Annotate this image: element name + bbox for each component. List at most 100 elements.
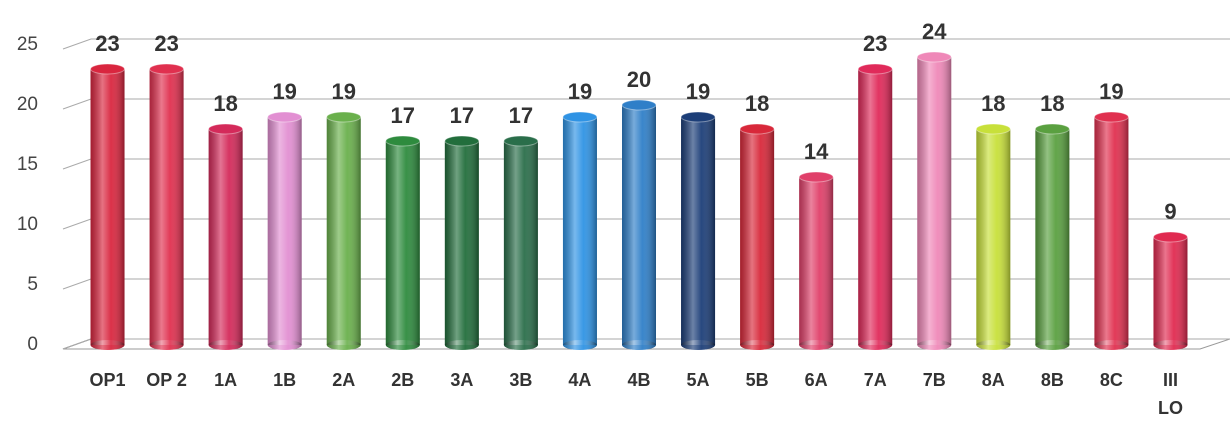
x-tick-label: 8C bbox=[1099, 370, 1123, 390]
x-tick-label: 1B bbox=[273, 370, 297, 390]
x-tick-label: III LO bbox=[1157, 370, 1183, 418]
x-tick-label: 7A bbox=[863, 370, 887, 390]
bar bbox=[90, 63, 126, 350]
data-label: 24 bbox=[922, 19, 947, 44]
bar-part bbox=[622, 105, 656, 345]
data-label: 20 bbox=[627, 67, 651, 92]
bar bbox=[267, 111, 303, 350]
data-label: 23 bbox=[863, 31, 887, 56]
x-tick-label: 8A bbox=[981, 370, 1005, 390]
x-tick-label: OP1 bbox=[89, 370, 126, 390]
bar-part bbox=[149, 63, 185, 75]
bar-part bbox=[621, 99, 657, 111]
bar bbox=[857, 63, 893, 350]
bar-part bbox=[385, 135, 421, 147]
bar-part bbox=[798, 171, 834, 183]
data-label: 19 bbox=[686, 79, 710, 104]
x-tick-label: 4A bbox=[568, 370, 592, 390]
bar-part bbox=[1153, 237, 1188, 345]
bar-part bbox=[503, 141, 538, 345]
bar-part bbox=[1093, 111, 1129, 123]
bar-part bbox=[739, 123, 775, 135]
data-label: 17 bbox=[509, 103, 533, 128]
bar bbox=[1093, 111, 1129, 350]
bar-part bbox=[444, 135, 480, 147]
bar-part bbox=[976, 129, 1011, 345]
bar-part bbox=[267, 111, 303, 123]
bar-part bbox=[90, 63, 126, 75]
bar-part bbox=[917, 57, 952, 345]
data-label: 23 bbox=[154, 31, 178, 56]
bar bbox=[680, 111, 716, 350]
data-label: 18 bbox=[213, 91, 237, 116]
data-label: 18 bbox=[1040, 91, 1064, 116]
bar-part bbox=[740, 129, 775, 345]
bar-part bbox=[503, 135, 539, 147]
x-tick-label: 3A bbox=[450, 370, 474, 390]
bar-part bbox=[681, 117, 716, 345]
data-label: 14 bbox=[804, 139, 829, 164]
bar-part bbox=[1094, 117, 1129, 345]
bar bbox=[739, 123, 775, 350]
x-tick-label: 5B bbox=[745, 370, 769, 390]
y-tick-label: 10 bbox=[17, 214, 38, 235]
x-tick-label: 2B bbox=[391, 370, 415, 390]
y-tick-label: 5 bbox=[27, 274, 38, 295]
bar-part bbox=[208, 123, 244, 135]
bar-part bbox=[90, 69, 125, 345]
x-tick-label: 5A bbox=[686, 370, 710, 390]
bar-part bbox=[1152, 231, 1188, 243]
bar bbox=[916, 51, 952, 350]
bar-part bbox=[858, 69, 893, 345]
x-tick-label: 4B bbox=[627, 370, 651, 390]
bar-part bbox=[149, 69, 184, 345]
y-tick-label: 0 bbox=[27, 334, 38, 355]
x-tick-label: 3B bbox=[509, 370, 533, 390]
data-label: 9 bbox=[1164, 199, 1176, 224]
bar bbox=[149, 63, 185, 350]
bar bbox=[1034, 123, 1070, 350]
data-label: 19 bbox=[331, 79, 355, 104]
bar-part bbox=[799, 177, 834, 345]
bar-part bbox=[562, 117, 597, 345]
data-label: 19 bbox=[568, 79, 592, 104]
y-tick-label: 15 bbox=[17, 154, 38, 175]
bar bbox=[503, 135, 539, 350]
bar bbox=[621, 99, 657, 350]
bar bbox=[208, 123, 244, 350]
grid-line bbox=[62, 38, 1230, 50]
x-tick-label: 8B bbox=[1040, 370, 1064, 390]
data-label: 18 bbox=[981, 91, 1005, 116]
x-tick-label: 6A bbox=[804, 370, 828, 390]
x-tick-label: 7B bbox=[922, 370, 946, 390]
bar-part bbox=[975, 123, 1011, 135]
bar-part bbox=[1034, 123, 1070, 135]
data-label: 19 bbox=[272, 79, 296, 104]
bar bbox=[326, 111, 362, 350]
bar-part bbox=[1035, 129, 1070, 345]
bar-part bbox=[326, 111, 362, 123]
bar bbox=[562, 111, 598, 350]
data-label: 19 bbox=[1099, 79, 1123, 104]
bar-part bbox=[267, 117, 302, 345]
bar-part bbox=[444, 141, 479, 345]
data-label: 17 bbox=[391, 103, 415, 128]
x-tick-label: 2A bbox=[332, 370, 356, 390]
bar-part bbox=[857, 63, 893, 75]
bar-part bbox=[916, 51, 952, 63]
bar bbox=[385, 135, 421, 350]
bar bbox=[1152, 231, 1188, 350]
bar bbox=[975, 123, 1011, 350]
y-tick-label: 20 bbox=[17, 94, 38, 115]
data-label: 18 bbox=[745, 91, 769, 116]
bar bbox=[798, 171, 834, 350]
y-tick-label: 25 bbox=[17, 34, 38, 55]
data-label: 23 bbox=[95, 31, 119, 56]
bar-part bbox=[680, 111, 716, 123]
data-label: 17 bbox=[450, 103, 474, 128]
bar bbox=[444, 135, 480, 350]
bar-part bbox=[385, 141, 420, 345]
x-tick-label: 1A bbox=[214, 370, 238, 390]
